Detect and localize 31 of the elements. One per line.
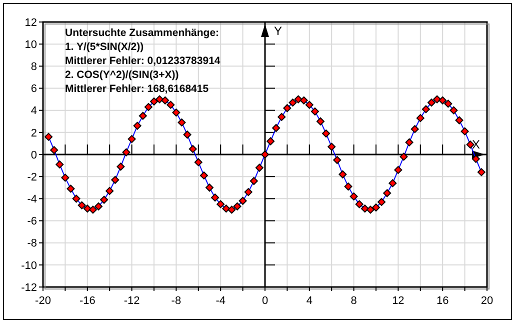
x-axis-title: X xyxy=(472,138,480,152)
annotation: Mittlerer Fehler: 168,6168415 xyxy=(65,83,209,95)
y-tick-label: -12 xyxy=(21,282,37,294)
y-tick-label: 2 xyxy=(30,127,37,140)
x-tick-label: -12 xyxy=(124,295,140,307)
x-tick-label: 20 xyxy=(480,295,494,307)
annotation: 1. Y/(5*SIN(X/2)) xyxy=(65,41,144,53)
annotation: Untersuchte Zusammenhänge: xyxy=(65,27,220,39)
y-tick-label: 8 xyxy=(30,61,37,74)
x-tick-label: 8 xyxy=(350,295,357,307)
y-tick-label: 6 xyxy=(30,83,37,96)
y-tick-label: -2 xyxy=(27,171,37,184)
x-tick-label: -20 xyxy=(35,295,51,307)
y-tick-label: 10 xyxy=(24,38,37,51)
x-tick-label: 0 xyxy=(262,295,268,307)
y-tick-label: -4 xyxy=(27,194,37,206)
annotation: 2. COS(Y^2)/(SIN(3+X)) xyxy=(65,69,179,81)
x-tick-label: -16 xyxy=(79,295,96,307)
annotation: Mittlerer Fehler: 0,01233783914 xyxy=(65,55,220,67)
y-tick-label: 12 xyxy=(24,16,37,29)
x-tick-label: 16 xyxy=(436,295,449,307)
y-axis-title: Y xyxy=(274,24,282,38)
x-tick-label: 12 xyxy=(392,295,404,307)
y-tick-label: -8 xyxy=(27,238,37,250)
y-tick-label: -6 xyxy=(27,216,37,228)
y-tick-label: 0 xyxy=(30,149,37,162)
x-tick-label: -8 xyxy=(171,295,182,307)
x-tick-label: -4 xyxy=(216,295,226,307)
x-tick-label: 4 xyxy=(306,295,312,307)
y-tick-label: -10 xyxy=(21,260,37,272)
y-tick-label: 4 xyxy=(30,105,37,118)
